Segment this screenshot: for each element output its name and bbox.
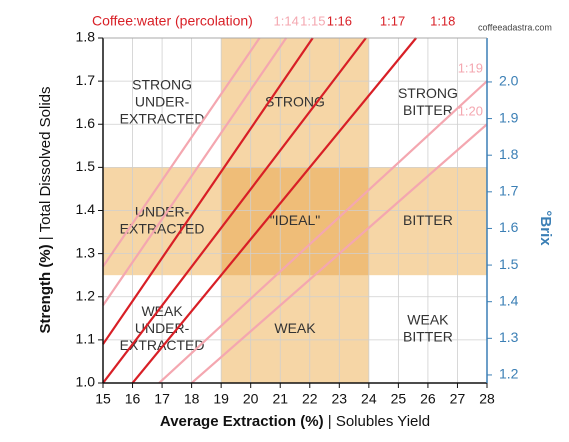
line-label: 1:15 bbox=[300, 13, 325, 28]
y-tick-label: 1.5 bbox=[76, 158, 96, 174]
y-tick-label: 1.8 bbox=[76, 29, 96, 45]
line-label: 1:18 bbox=[430, 13, 455, 28]
zone-label: BITTER bbox=[403, 212, 453, 228]
x-axis-title-bold: Average Extraction (%) bbox=[160, 413, 324, 430]
y-tick-label: 1.2 bbox=[76, 287, 96, 303]
x-tick-label: 26 bbox=[420, 391, 436, 407]
x-axis-title: Average Extraction (%) | Solubles Yield bbox=[160, 413, 430, 430]
ratio-line bbox=[190, 123, 488, 384]
zone-label: "IDEAL" bbox=[270, 212, 320, 228]
y-tick-label: 1.1 bbox=[76, 331, 96, 347]
x-tick-label: 18 bbox=[184, 391, 200, 407]
zone-label: EXTRACTED bbox=[120, 337, 205, 353]
y-tick-label: 1.7 bbox=[76, 72, 96, 88]
ratio-line bbox=[102, 37, 288, 306]
ratio-line bbox=[131, 37, 417, 384]
y-tick-label: 1.0 bbox=[76, 374, 96, 390]
y-axis-title-rest: | Total Dissolved Solids bbox=[37, 86, 54, 240]
y2-tick-label: 2.0 bbox=[499, 73, 519, 89]
chart-title: Coffee:water (percolation) bbox=[92, 13, 253, 29]
line-label: 1:16 bbox=[327, 13, 352, 28]
zone-label: STRONG bbox=[398, 85, 458, 101]
zone-label: BITTER bbox=[403, 328, 453, 344]
y2-tick-label: 1.9 bbox=[499, 109, 519, 125]
zone-label: BITTER bbox=[403, 102, 453, 118]
x-tick-label: 24 bbox=[361, 391, 377, 407]
y-axis-title: Strength (%) | Total Dissolved Solids bbox=[37, 86, 54, 333]
x-tick-label: 25 bbox=[391, 391, 407, 407]
y2-tick-label: 1.8 bbox=[499, 146, 519, 162]
y2-tick-label: 1.2 bbox=[499, 366, 519, 382]
ratio-line bbox=[102, 37, 314, 345]
line-label: 1:17 bbox=[380, 13, 405, 28]
zone-label: STRONG bbox=[265, 93, 325, 109]
y2-tick-label: 1.3 bbox=[499, 329, 519, 345]
x-tick-label: 23 bbox=[332, 391, 348, 407]
zone-label: UNDER- bbox=[135, 93, 190, 109]
x-axis-title-rest: | Solubles Yield bbox=[328, 413, 430, 430]
x-tick-label: 21 bbox=[272, 391, 288, 407]
x-tick-label: 27 bbox=[450, 391, 466, 407]
x-tick-label: 17 bbox=[154, 391, 170, 407]
zone-label: UNDER- bbox=[135, 203, 190, 219]
watermark: coffeeadastra.com bbox=[478, 22, 552, 32]
y-axis-title-bold: Strength (%) bbox=[37, 244, 54, 333]
y-tick-label: 1.3 bbox=[76, 244, 96, 260]
x-tick-label: 22 bbox=[302, 391, 318, 407]
ratio-line bbox=[102, 37, 261, 268]
y2-axis-title: °Brix bbox=[537, 210, 554, 246]
y2-tick-label: 1.7 bbox=[499, 183, 519, 199]
zone-label: WEAK bbox=[141, 303, 183, 319]
line-label: 1:20 bbox=[458, 104, 483, 119]
x-tick-label: 28 bbox=[479, 391, 495, 407]
ratio-line bbox=[102, 37, 367, 384]
y-tick-label: 1.4 bbox=[76, 201, 96, 217]
y2-tick-label: 1.5 bbox=[499, 256, 519, 272]
zone-label: WEAK bbox=[407, 311, 449, 327]
y2-tick-label: 1.6 bbox=[499, 219, 519, 235]
y-tick-label: 1.6 bbox=[76, 115, 96, 131]
ratio-line bbox=[158, 80, 488, 384]
zone-label: WEAK bbox=[274, 320, 316, 336]
line-label: 1:14 bbox=[274, 13, 299, 28]
x-tick-label: 15 bbox=[95, 391, 111, 407]
y2-tick-label: 1.4 bbox=[499, 292, 519, 308]
x-tick-label: 20 bbox=[243, 391, 259, 407]
line-label: 1:19 bbox=[458, 61, 483, 76]
zone-label: STRONG bbox=[132, 76, 192, 92]
x-tick-label: 16 bbox=[125, 391, 141, 407]
x-tick-label: 19 bbox=[213, 391, 229, 407]
zone-label: EXTRACTED bbox=[120, 110, 205, 126]
zone-label: EXTRACTED bbox=[120, 220, 205, 236]
